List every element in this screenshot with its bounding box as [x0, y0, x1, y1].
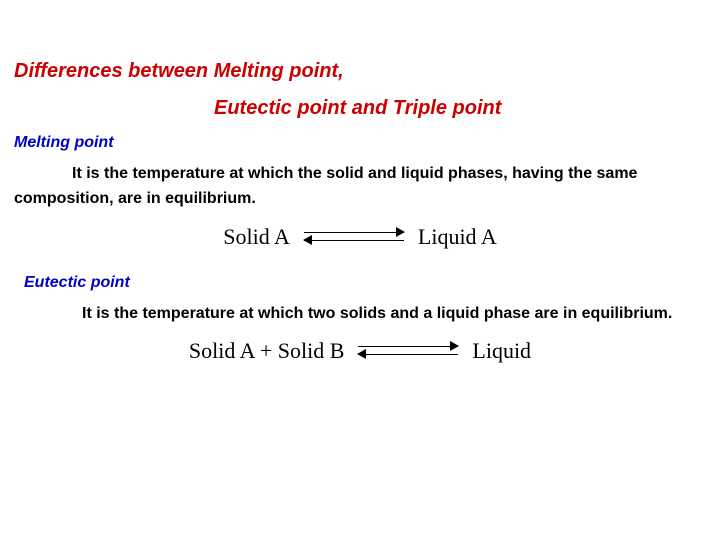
- heading-melting-point: Melting point: [14, 134, 706, 152]
- body-eutectic-point: It is the temperature at which two solid…: [24, 302, 706, 327]
- equilibrium-arrow-icon: [304, 228, 404, 246]
- slide-page: Differences between Melting point, Eutec…: [0, 0, 720, 364]
- eq-eutectic-left: Solid A + Solid B: [189, 338, 344, 364]
- equation-melting: Solid A Liquid A: [14, 224, 706, 250]
- equilibrium-arrow-icon: [358, 342, 458, 360]
- eq-eutectic-right: Liquid: [472, 338, 531, 364]
- equation-eutectic: Solid A + Solid B Liquid: [14, 338, 706, 364]
- eq-melting-left: Solid A: [223, 224, 290, 250]
- heading-eutectic-point: Eutectic point: [24, 274, 706, 292]
- eq-melting-right: Liquid A: [418, 224, 497, 250]
- title-line-1: Differences between Melting point,: [14, 60, 706, 83]
- title-line-2: Eutectic point and Triple point: [214, 97, 706, 120]
- body-melting-point: It is the temperature at which the solid…: [14, 162, 706, 212]
